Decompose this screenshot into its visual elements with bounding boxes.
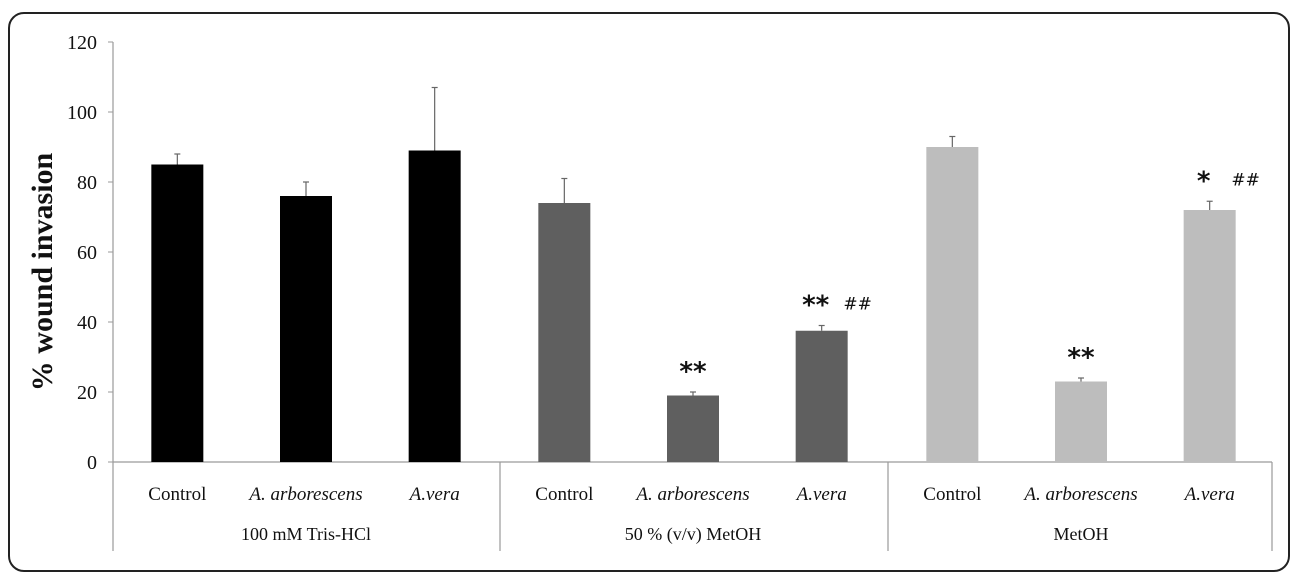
bar: [538, 203, 591, 462]
group-label: 50 % (v/v) MetOH: [625, 524, 761, 545]
y-tick-label: 60: [77, 242, 97, 264]
y-tick-label: 120: [67, 32, 97, 54]
category-label: A.vera: [1183, 484, 1235, 505]
bar-chart: 0 20 40 60 80 100 120 % wound invasion Control A.…: [26, 32, 1273, 551]
group-label: 100 mM Tris-HCl: [241, 524, 371, 544]
bar: [667, 395, 719, 462]
significance-star: **: [1067, 343, 1095, 373]
category-label: A. arborescens: [634, 484, 749, 505]
bar: [1183, 210, 1236, 462]
category-label: A. arborescens: [1022, 484, 1137, 505]
group-label: MetOH: [1054, 524, 1109, 544]
category-label: Control: [535, 484, 593, 505]
y-tick-label: 40: [77, 312, 97, 334]
bar: [408, 150, 461, 462]
category-label: Control: [923, 484, 981, 505]
y-tick-label: 20: [77, 382, 97, 404]
significance-star: **: [679, 357, 707, 387]
category-label: A.vera: [795, 484, 847, 505]
significance-hash: ##: [1231, 170, 1260, 190]
category-label: Control: [148, 484, 206, 505]
significance-star: *: [1197, 166, 1211, 196]
bar: [280, 196, 332, 462]
y-tick-label: 100: [67, 102, 97, 124]
y-tick-label: 0: [87, 452, 97, 474]
bar: [926, 147, 979, 462]
significance-hash: ##: [843, 295, 872, 315]
y-axis-title: % wound invasion: [26, 152, 59, 391]
bar: [795, 330, 848, 462]
significance-star: **: [802, 291, 830, 321]
category-label: A. arborescens: [247, 484, 362, 505]
bar: [1055, 381, 1107, 462]
category-label: A.vera: [408, 484, 460, 505]
y-tick-label: 80: [77, 172, 97, 194]
bar: [151, 164, 204, 462]
